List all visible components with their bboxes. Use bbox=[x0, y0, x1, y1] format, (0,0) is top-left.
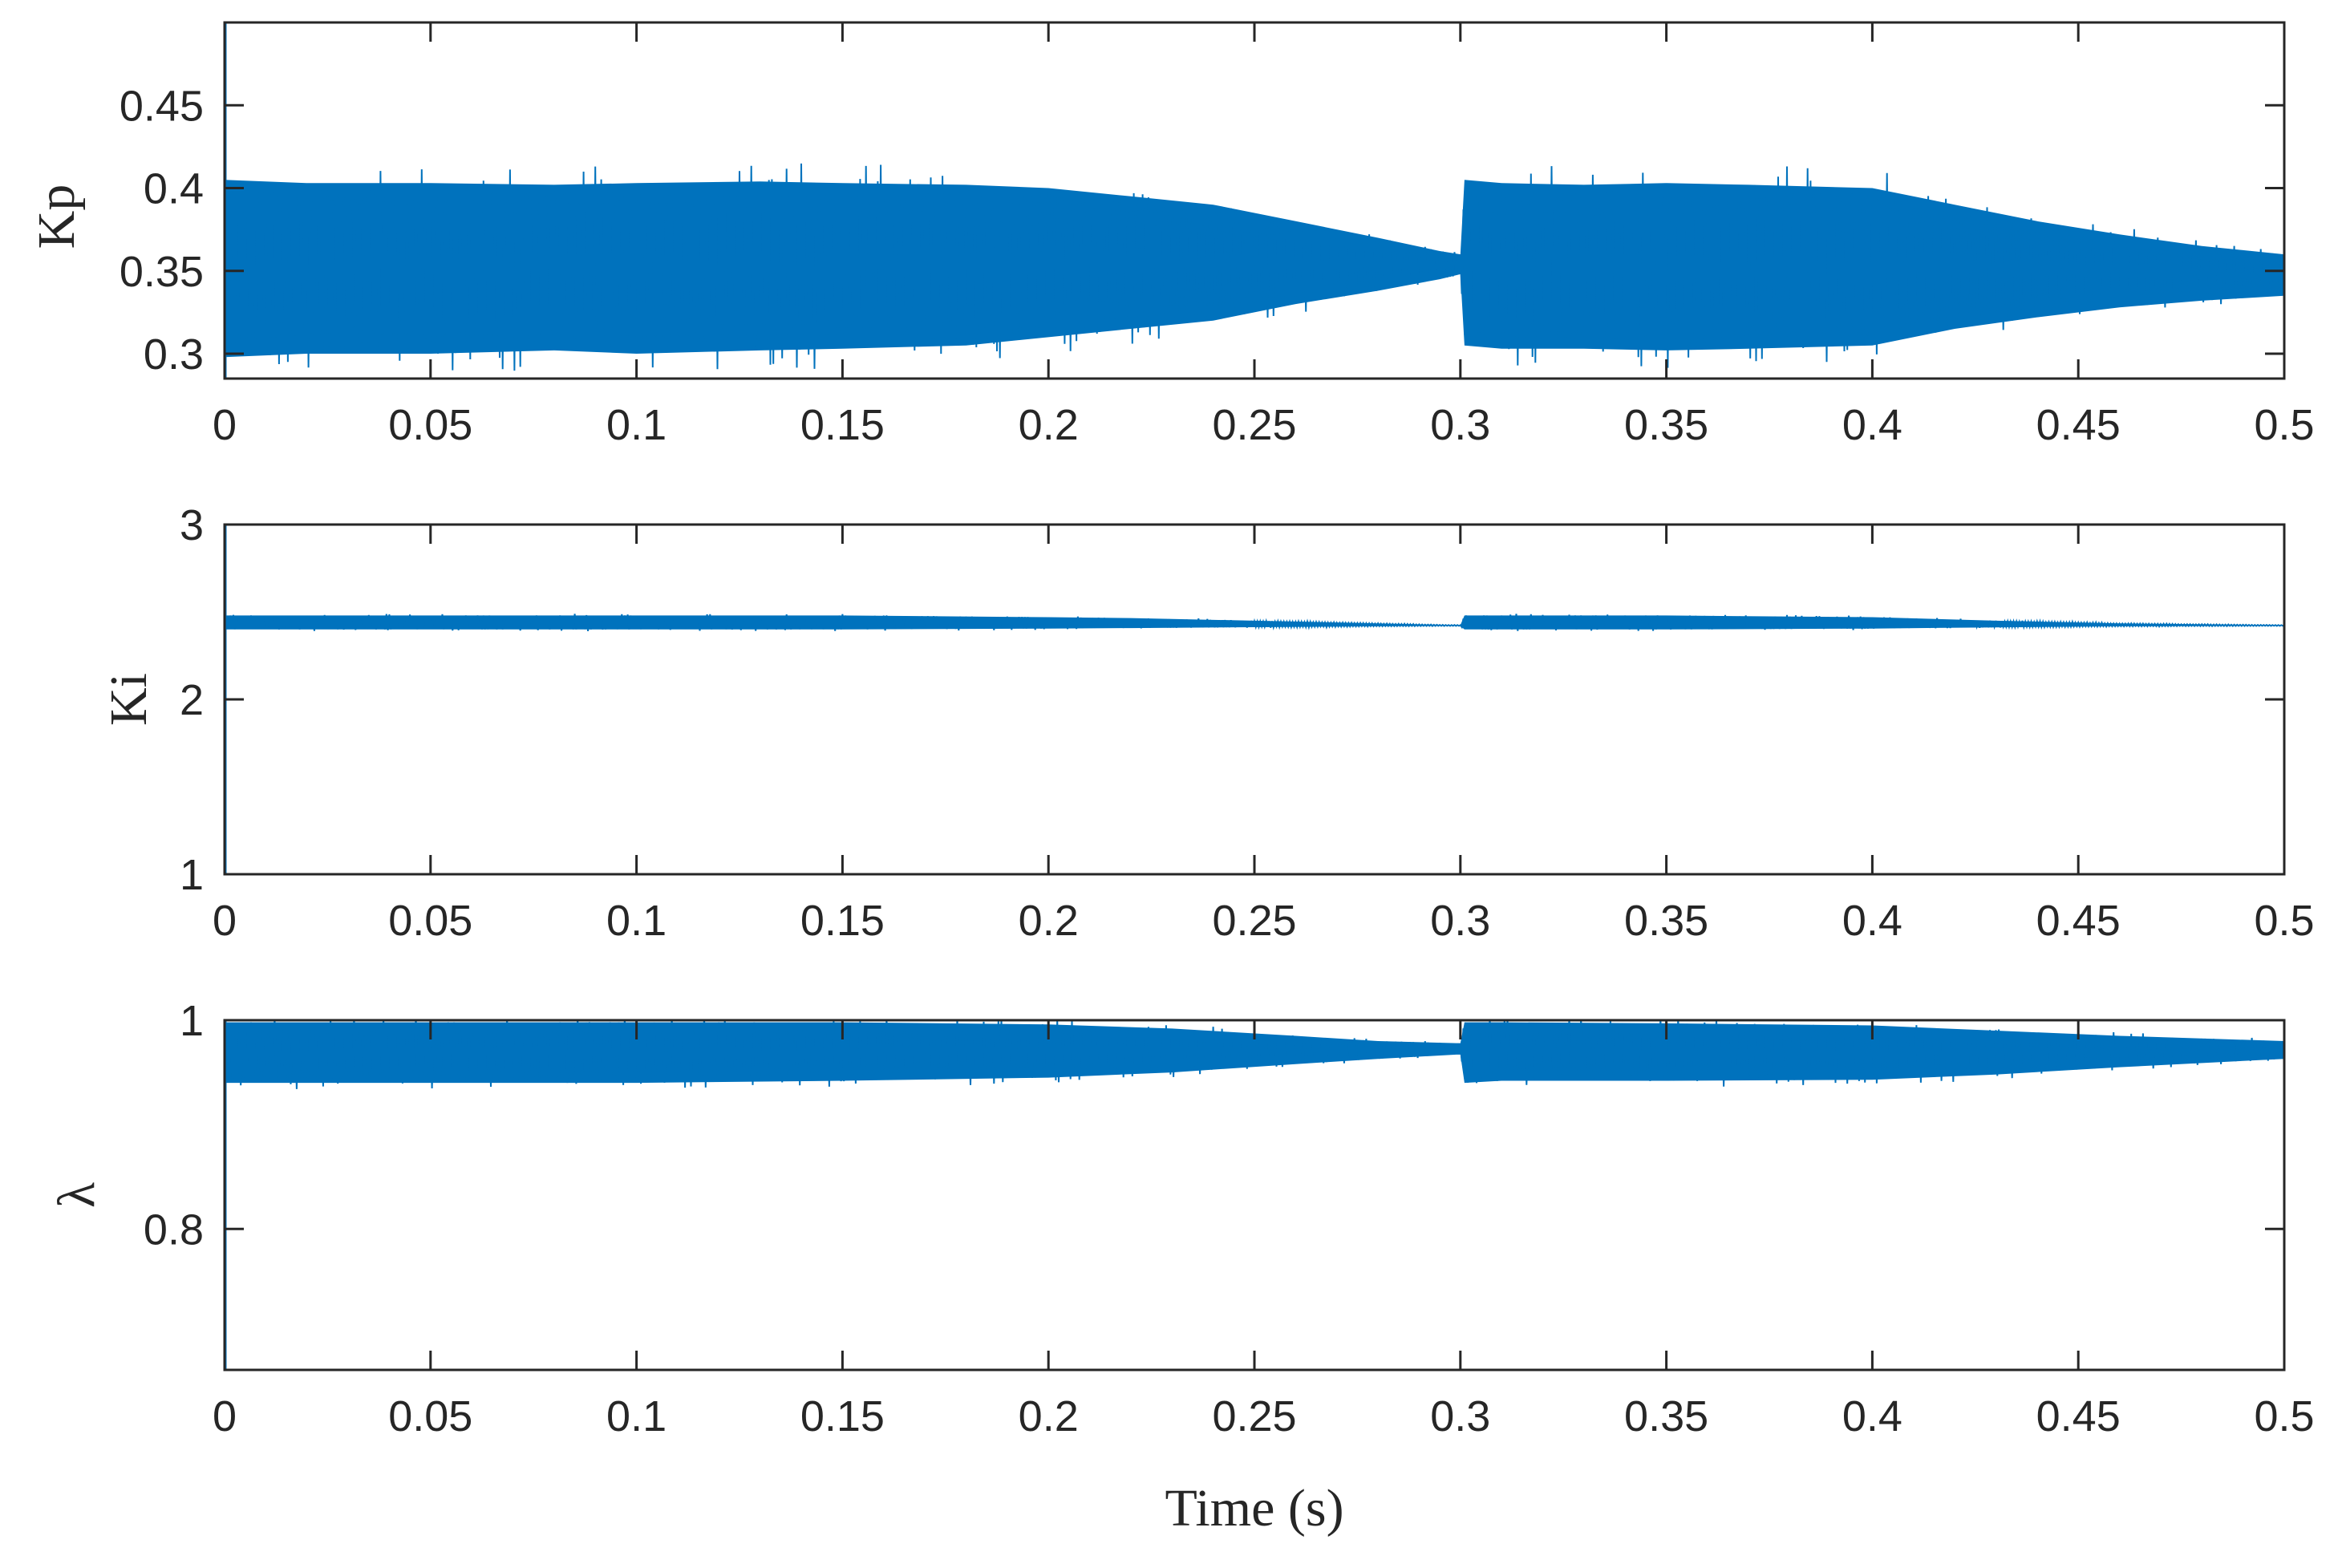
lambda-xtick-label: 0.1 bbox=[606, 1392, 667, 1440]
lambda-xtick-label: 0.25 bbox=[1212, 1392, 1296, 1440]
subplot-lambda: 0 0.05 0.1 0.15 0.2 0.25 0.3 0.35 0.4 0.45 0.5 0.8 1… bbox=[47, 997, 2315, 1538]
kp-ytick-label: 0.45 bbox=[120, 82, 204, 130]
lambda-ytick-label: 1 bbox=[180, 997, 204, 1045]
ki-xtick-label: 0.3 bbox=[1430, 897, 1490, 945]
kp-ytick-label: 0.3 bbox=[144, 330, 204, 379]
kp-xtick-label: 0.1 bbox=[606, 401, 667, 449]
ki-ytick-label: 2 bbox=[180, 676, 204, 724]
subplot-ki: 0 0.05 0.1 0.15 0.2 0.25 0.3 0.35 0.4 0.45 0.5 1 2 3 K… bbox=[99, 501, 2315, 945]
xlabel-time: Time (s) bbox=[1165, 1479, 1343, 1538]
ki-xtick-label: 0.45 bbox=[2036, 897, 2121, 945]
kp-xtick-label: 0.15 bbox=[800, 401, 885, 449]
kp-xtick-label: 0.45 bbox=[2036, 401, 2121, 449]
lambda-xtick-label: 0.2 bbox=[1019, 1392, 1079, 1440]
ki-axes-frame bbox=[223, 523, 2286, 876]
ki-ylabel: Ki bbox=[99, 673, 158, 726]
lambda-xtick-label: 0.05 bbox=[388, 1392, 472, 1440]
ki-xtick-label: 0.25 bbox=[1212, 897, 1296, 945]
lambda-xtick-label: 0 bbox=[213, 1392, 237, 1440]
ki-ytick-label: 1 bbox=[180, 851, 204, 899]
kp-xtick-label: 0.4 bbox=[1842, 401, 1902, 449]
kp-xtick-label: 0.2 bbox=[1019, 401, 1079, 449]
ki-ytick-label: 3 bbox=[180, 501, 204, 549]
kp-series-0 bbox=[225, 22, 2284, 379]
ki-xtick-label: 0.1 bbox=[606, 897, 667, 945]
ki-xtick-label: 0.5 bbox=[2254, 897, 2314, 945]
kp-ylabel: Kp bbox=[27, 184, 86, 249]
ki-series-0 bbox=[225, 525, 2284, 874]
ki-xtick-label: 0.4 bbox=[1842, 897, 1902, 945]
lambda-series-0 bbox=[225, 1020, 2284, 1370]
kp-ytick-label: 0.4 bbox=[144, 165, 204, 213]
kp-ytick-label: 0.35 bbox=[120, 248, 204, 296]
lambda-xtick-label: 0.5 bbox=[2254, 1392, 2314, 1440]
ki-xtick-label: 0.2 bbox=[1019, 897, 1079, 945]
kp-xtick-label: 0.35 bbox=[1624, 401, 1708, 449]
kp-signal-trace bbox=[225, 163, 2284, 371]
kp-xtick-label: 0.3 bbox=[1430, 401, 1490, 449]
subplot-kp: 0 0.05 0.1 0.15 0.2 0.25 0.3 0.35 0.4 0.45 0.5 0.3 0… bbox=[27, 21, 2315, 449]
lambda-xtick-label: 0.35 bbox=[1624, 1392, 1708, 1440]
lambda-xtick-label: 0.45 bbox=[2036, 1392, 2121, 1440]
lambda-xtick-label: 0.4 bbox=[1842, 1392, 1902, 1440]
ki-xtick-label: 0.35 bbox=[1624, 897, 1708, 945]
kp-xtick-label: 0.25 bbox=[1212, 401, 1296, 449]
lambda-ylabel: λ bbox=[47, 1182, 106, 1208]
kp-xtick-label: 0.05 bbox=[388, 401, 472, 449]
ki-xtick-label: 0.05 bbox=[388, 897, 472, 945]
lambda-ytick-label: 0.8 bbox=[144, 1205, 204, 1254]
ki-xtick-label: 0.15 bbox=[800, 897, 885, 945]
lambda-xtick-label: 0.3 bbox=[1430, 1392, 1490, 1440]
lambda-xtick-label: 0.15 bbox=[800, 1392, 885, 1440]
kp-xtick-label: 0 bbox=[213, 401, 237, 449]
kp-xtick-label: 0.5 bbox=[2254, 401, 2314, 449]
ki-xtick-label: 0 bbox=[213, 897, 237, 945]
ki-signal-trace bbox=[225, 614, 2284, 631]
